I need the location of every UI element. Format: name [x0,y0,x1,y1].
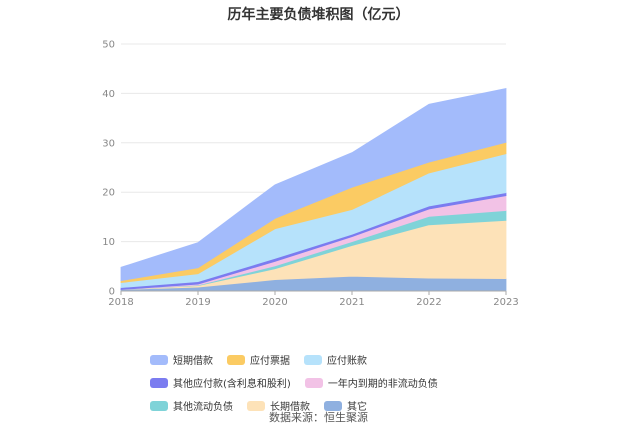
legend-item[interactable]: 短期借款 [150,352,213,367]
x-tick-label: 2023 [493,297,518,308]
y-tick-label: 20 [102,188,115,199]
y-tick-label: 40 [102,89,115,100]
x-tick-label: 2022 [416,297,441,308]
legend-item[interactable]: 其他流动负债 [150,398,233,413]
legend-label: 应付票据 [250,356,290,367]
legend-label: 其他应付款(含利息和股利) [173,379,291,390]
legend-label: 一年内到期的非流动负债 [327,379,438,390]
legend-label: 其它 [347,402,367,413]
legend-item[interactable]: 应付账款 [304,352,367,367]
x-tick-label: 2020 [262,297,287,308]
legend-swatch [324,400,342,411]
series-areas [120,87,507,292]
legend-item[interactable]: 其他应付款(含利息和股利) [150,375,291,390]
legend-swatch [247,400,265,411]
legend-swatch [227,354,245,365]
data-source-note: 数据来源：恒生聚源 [269,411,368,424]
legend-label: 其他流动负债 [173,402,233,413]
legend-swatch [150,377,168,388]
legend-swatch [304,377,323,388]
legend-label: 应付账款 [327,356,367,367]
legend-swatch [150,400,168,411]
legend-item[interactable]: 应付票据 [227,352,290,367]
legend: 短期借款 应付票据 应付账款其他应付款(含利息和股利) 一年内到期的非流动负债其他流动… [150,352,520,413]
x-tick-label: 2018 [108,297,133,308]
y-tick-label: 30 [102,138,115,149]
axes: 0 10 20 30 40 50 2018 2019 2020 2021 2022 2023 [102,40,518,309]
y-tick-label: 10 [102,237,115,248]
legend-item[interactable]: 一年内到期的非流动负债 [304,375,438,390]
y-tick-label: 50 [102,40,115,51]
x-tick-label: 2019 [185,297,210,308]
legend-label: 长期借款 [270,402,310,413]
y-tick-label: 0 [109,287,115,298]
legend-item[interactable]: 长期借款 [247,398,310,413]
area-series [120,87,507,282]
legend-item[interactable]: 其它 [324,398,367,413]
legend-label: 短期借款 [173,356,213,367]
x-tick-label: 2021 [339,297,364,308]
chart-title: 历年主要负债堆积图（亿元） [227,7,410,23]
stacked-area-chart: 0 10 20 30 40 50 2018 2019 2020 2021 2022 2023 [102,40,518,309]
legend-swatch [304,354,322,365]
legend-swatch [150,354,168,365]
